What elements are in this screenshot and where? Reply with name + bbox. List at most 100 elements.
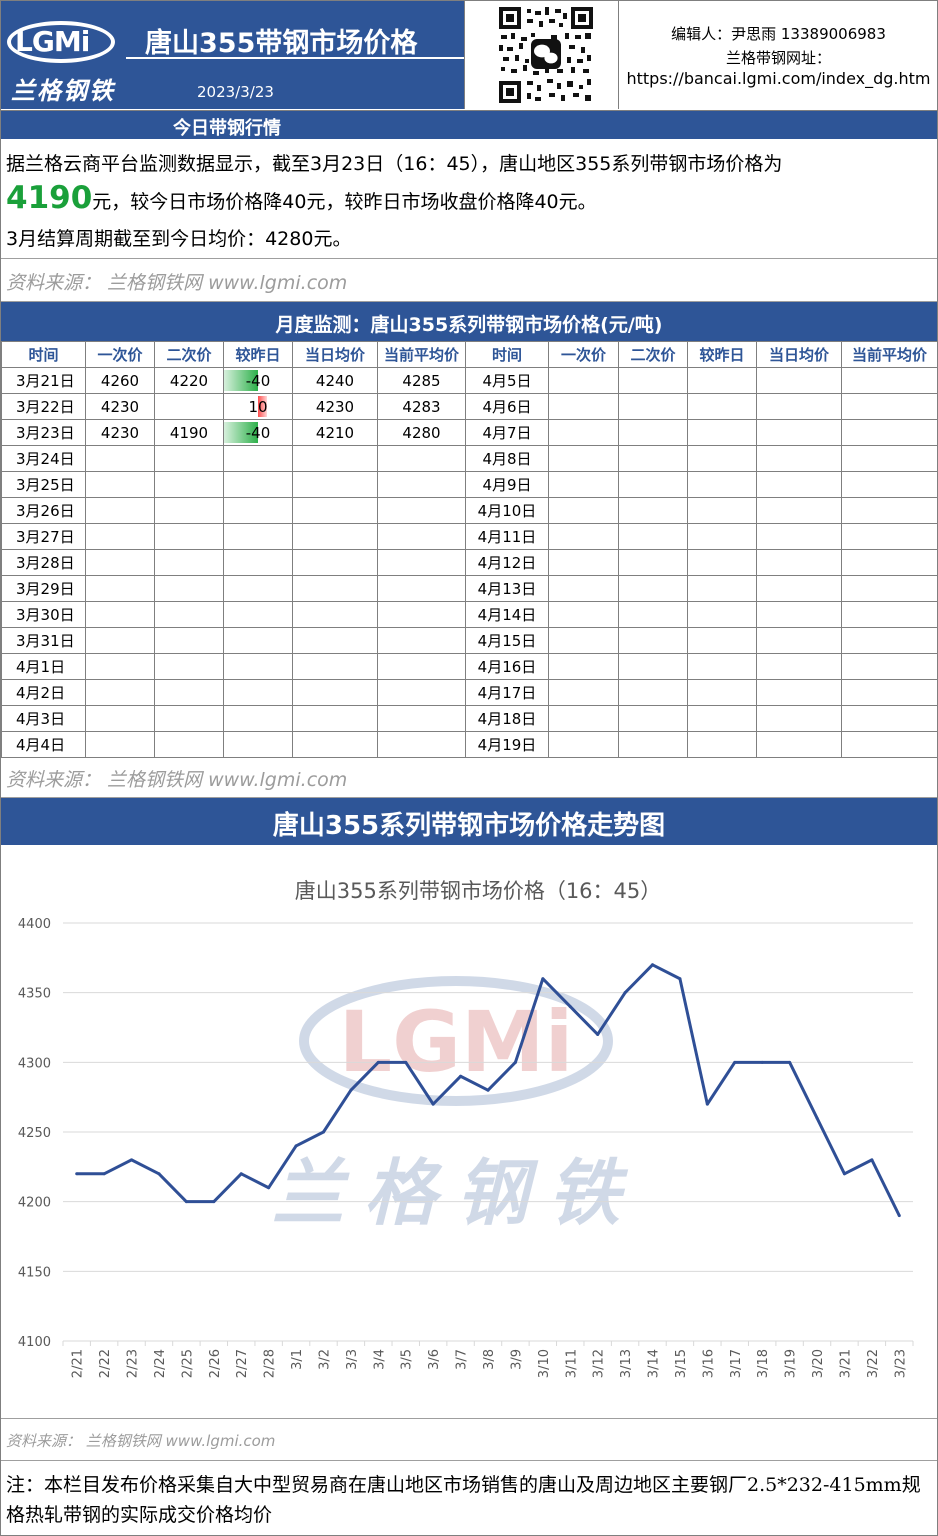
table-cell bbox=[687, 497, 757, 524]
watermark-lgmi: LGMi bbox=[339, 993, 574, 1091]
table-cell bbox=[85, 653, 155, 680]
table-cell bbox=[756, 445, 842, 472]
x-tick-label: 3/23 bbox=[893, 1349, 908, 1378]
table-cell bbox=[841, 367, 938, 394]
table-cell bbox=[223, 731, 293, 758]
column-header: 当日均价 bbox=[756, 341, 842, 368]
table-cell bbox=[223, 523, 293, 550]
table-cell bbox=[687, 523, 757, 550]
table-cell bbox=[377, 445, 466, 472]
table-cell: 3月30日 bbox=[1, 601, 86, 628]
table-cell bbox=[548, 679, 619, 706]
table-row: 3月25日 4月9日 bbox=[1, 471, 938, 498]
today-heading-bar: 今日带钢行情 bbox=[1, 110, 937, 139]
table-row: 3月31日 4月15日 bbox=[1, 627, 938, 654]
x-tick-label: 2/22 bbox=[98, 1349, 113, 1378]
data-point bbox=[541, 977, 545, 981]
table-cell: 3月28日 bbox=[1, 549, 86, 576]
column-header: 一次价 bbox=[548, 341, 619, 368]
watermark-ellipse bbox=[299, 976, 613, 1106]
x-tick-label: 3/11 bbox=[564, 1349, 579, 1378]
table-cell bbox=[548, 471, 619, 498]
table-cell bbox=[548, 549, 619, 576]
table-cell bbox=[548, 419, 619, 446]
y-tick-label: 4100 bbox=[18, 1335, 51, 1350]
table-cell: 3月21日 bbox=[1, 367, 86, 394]
table-cell: -40 bbox=[223, 367, 293, 394]
site-url-link[interactable]: https://bancai.lgmi.com/index_dg.htm bbox=[626, 69, 931, 88]
table-cell bbox=[618, 445, 688, 472]
table-cell bbox=[154, 705, 224, 732]
table-cell bbox=[85, 705, 155, 732]
table-cell: 4月10日 bbox=[465, 497, 549, 524]
table-cell bbox=[687, 393, 757, 420]
table-cell: 4月14日 bbox=[465, 601, 549, 628]
data-point bbox=[294, 1144, 298, 1148]
table-cell bbox=[618, 731, 688, 758]
table-cell bbox=[618, 627, 688, 654]
x-tick-label: 3/10 bbox=[537, 1349, 552, 1378]
x-tick-label: 3/22 bbox=[866, 1349, 881, 1378]
chart-svg: LGMi 兰格钢铁 唐山355系列带钢市场价格（16：45） 4100 4150 4200… bbox=[18, 879, 914, 1378]
site-label: 兰格带钢网址： bbox=[725, 49, 831, 67]
table-cell bbox=[377, 523, 466, 550]
data-point bbox=[897, 1214, 901, 1218]
table-cell bbox=[687, 601, 757, 628]
column-header: 一次价 bbox=[85, 341, 155, 368]
divider bbox=[1, 797, 937, 798]
y-tick-label: 4250 bbox=[18, 1126, 51, 1141]
table-cell bbox=[223, 445, 293, 472]
x-tick-label: 2/28 bbox=[263, 1349, 278, 1378]
table-cell bbox=[377, 601, 466, 628]
table-cell: 3月25日 bbox=[1, 471, 86, 498]
table-cell bbox=[223, 601, 293, 628]
table-cell bbox=[756, 705, 842, 732]
table-cell bbox=[154, 679, 224, 706]
table-cell bbox=[841, 653, 938, 680]
editor-text: 编辑人：尹思雨 13389006983 bbox=[671, 25, 886, 43]
x-tick-label: 3/20 bbox=[811, 1349, 826, 1378]
data-point bbox=[678, 977, 682, 981]
table-cell bbox=[154, 601, 224, 628]
data-point bbox=[623, 991, 627, 995]
table-cell bbox=[223, 653, 293, 680]
table-cell: 4月5日 bbox=[465, 367, 549, 394]
table-cell bbox=[756, 523, 842, 550]
table-cell bbox=[154, 497, 224, 524]
monthly-heading: 月度监测：唐山355系列带钢市场价格(元/吨) bbox=[275, 314, 663, 336]
table-cell: 4280 bbox=[377, 419, 466, 446]
data-point bbox=[239, 1172, 243, 1176]
table-cell bbox=[841, 549, 938, 576]
column-header: 时间 bbox=[1, 341, 86, 368]
x-tick-label: 3/3 bbox=[345, 1349, 360, 1370]
table-cell bbox=[377, 549, 466, 576]
data-point bbox=[267, 1186, 271, 1190]
column-header: 当前平均价 bbox=[377, 341, 466, 368]
today-line2-rest: 元，较今日市场价格降40元，较昨日市场收盘价格降40元。 bbox=[92, 191, 597, 213]
data-point bbox=[184, 1200, 188, 1204]
table-cell bbox=[548, 653, 619, 680]
table-cell bbox=[756, 653, 842, 680]
table-cell: 3月22日 bbox=[1, 393, 86, 420]
x-tick-label: 2/21 bbox=[71, 1349, 86, 1378]
table-cell bbox=[85, 627, 155, 654]
x-tick-label: 3/1 bbox=[290, 1349, 305, 1370]
table-cell: 4月4日 bbox=[1, 731, 86, 758]
table-cell bbox=[841, 601, 938, 628]
table-row: 3月22日 4230 10 4230 4283 4月6日 bbox=[1, 393, 938, 420]
table-cell bbox=[154, 393, 224, 420]
table-cell bbox=[377, 627, 466, 654]
x-tick-label: 3/19 bbox=[784, 1349, 799, 1378]
x-tick-label: 3/18 bbox=[756, 1349, 771, 1378]
column-header: 时间 bbox=[465, 341, 549, 368]
table-cell bbox=[841, 731, 938, 758]
table-cell bbox=[548, 731, 619, 758]
data-point bbox=[651, 963, 655, 967]
table-cell bbox=[841, 497, 938, 524]
data-point bbox=[404, 1060, 408, 1064]
table-cell: 4260 bbox=[85, 367, 155, 394]
table-cell bbox=[154, 549, 224, 576]
table-cell bbox=[85, 575, 155, 602]
x-tick-label: 3/14 bbox=[647, 1349, 662, 1378]
table-cell bbox=[841, 393, 938, 420]
